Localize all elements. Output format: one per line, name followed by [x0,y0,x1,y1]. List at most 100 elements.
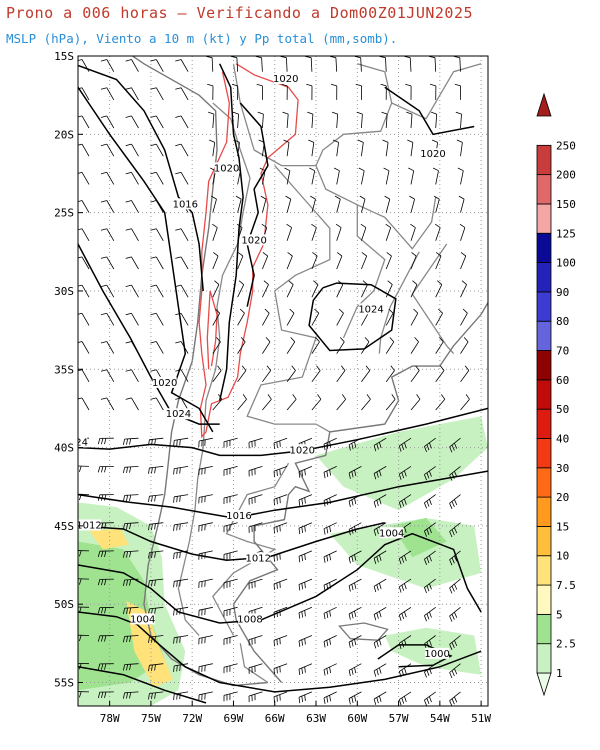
wind-barb [333,167,340,185]
wind-barb [433,195,440,213]
wind-barb [373,578,387,593]
wind-barb [385,337,395,354]
longitude-label: 60W [347,712,367,725]
wind-barb [310,195,316,213]
wind-barb [260,195,267,213]
wind-barb [359,195,366,213]
wind-barb [198,466,213,476]
wind-barbs [78,56,470,706]
wind-barb [173,663,189,672]
isobar-label: 1020 [152,378,177,389]
wind-barb [373,606,387,621]
wind-barb [457,167,464,185]
wind-barb [286,337,296,354]
wind-barb [198,635,213,645]
wind-barb [207,83,214,100]
wind-barb [223,691,238,702]
wind-barb [223,494,238,504]
wind-barb [453,56,461,72]
wind-barb [308,139,315,157]
wind-barb [449,663,461,679]
wind-barb [307,111,314,129]
wind-barb [78,341,90,354]
wind-barb [357,139,364,157]
wind-barb [424,466,436,481]
wind-barb [410,280,418,298]
wind-barb [380,83,387,100]
longitude-label: 51W [471,712,491,725]
wind-barb [248,494,263,505]
wind-barb [355,83,362,100]
wind-barb [298,522,313,535]
wind-barb [449,466,461,481]
wind-barb [311,280,319,298]
wind-barb [150,397,164,411]
wind-barb [173,691,189,701]
wind-barb [460,337,469,354]
wind-barb [100,228,115,242]
wind-barb [435,365,445,383]
wind-barb [298,635,313,647]
wind-barb [100,200,115,213]
wind-barb [286,394,297,411]
wind-barb [212,252,219,270]
colorbar-label: 200 [556,169,576,182]
wind-barb [306,83,313,100]
wind-barb [382,139,389,157]
map-subtitle: MSLP (hPa), Viento a 10 m (kt) y Pp tota… [6,31,398,46]
latitude-label: 25S [54,207,74,220]
wind-barb [385,252,392,270]
colorbar-label: 50 [556,403,569,416]
wind-barb [237,365,247,383]
wind-barb [449,578,461,594]
longitude-label: 75W [141,712,161,725]
wind-barb [323,522,337,535]
wind-barb [78,369,90,383]
wind-barb [373,437,387,452]
wind-barb [449,635,461,650]
wind-barb [348,550,362,564]
wind-barb [424,606,436,622]
wind-barb [424,437,436,453]
wind-barb [373,550,387,565]
wind-barb [273,522,288,534]
wind-barb [298,466,313,478]
isobar-label: 1000 [424,649,449,660]
wind-barb [460,394,470,411]
wind-barb [311,394,322,411]
wind-barb [424,691,436,706]
wind-barb [198,578,213,589]
wind-barb [123,578,139,586]
wind-barb [323,691,337,704]
isobars [78,63,488,704]
wind-barb [373,494,387,508]
colorbar-label: 1 [556,667,563,680]
wind-barb [456,139,463,157]
wind-barb [435,337,444,354]
wind-barb [125,87,139,101]
colorbar-bin [536,672,552,697]
wind-barb [273,550,288,562]
wind-barb [175,284,189,298]
wind-barb [198,606,213,617]
wind-barb [305,56,313,72]
wind-barb [262,252,269,270]
wind-barb [356,111,363,129]
longitude-label: 54W [430,712,450,725]
precipitation-colorbar: 1 2.5 5 7.5 10 15 20 30 40 50 60 70 80 90 100 125 150 200… [536,92,576,697]
wind-barb [125,143,139,157]
wind-barb [410,365,420,383]
wind-barb [449,606,461,622]
wind-barb [361,337,370,354]
wind-barb [173,578,189,588]
latitude-ticks: 15S 20S 25S 30S 35S 40S 45S 50S 55S [54,50,83,690]
wind-barb [424,663,436,678]
wind-barb [348,635,362,648]
latitude-label: 20S [54,128,74,141]
wind-barb [273,635,288,647]
wind-barb [385,308,394,326]
country-borders [131,56,488,687]
wind-barb [125,312,139,326]
wind-barb [354,56,362,72]
